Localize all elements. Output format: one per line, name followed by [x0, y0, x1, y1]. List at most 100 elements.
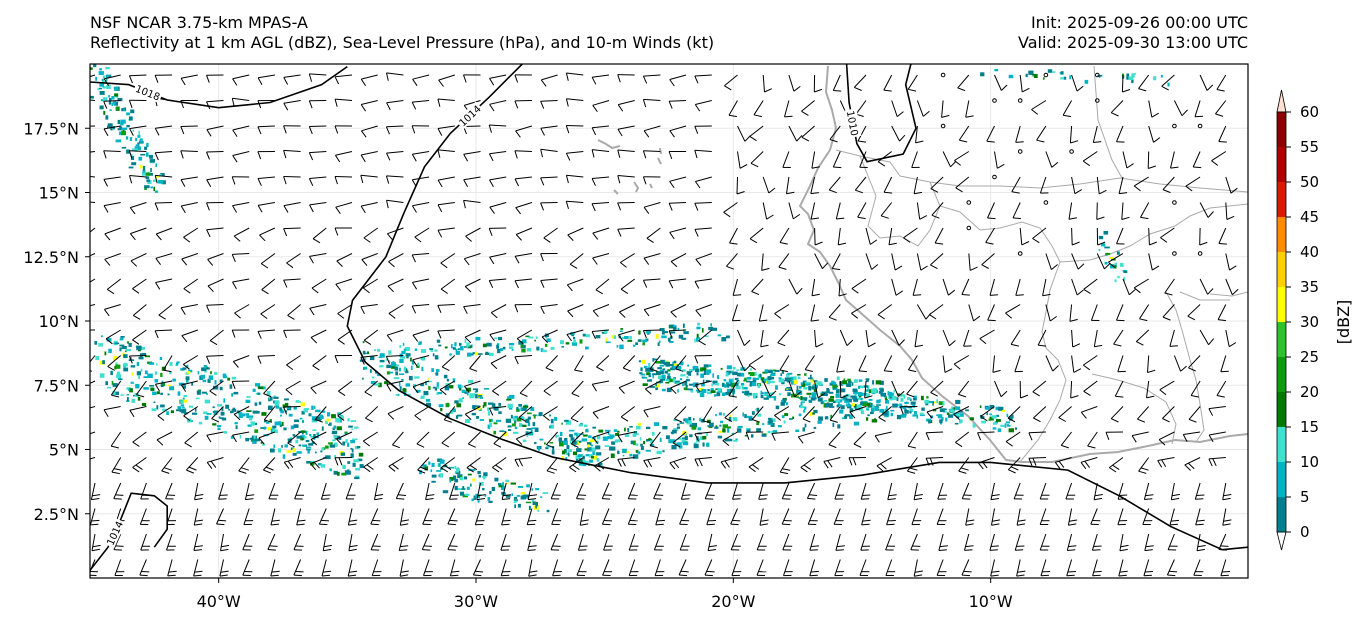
reflectivity-cell [517, 503, 521, 508]
reflectivity-cell [308, 443, 314, 446]
reflectivity-cell [723, 379, 727, 382]
reflectivity-cell [986, 411, 988, 416]
reflectivity-cell [781, 370, 784, 374]
reflectivity-cell [679, 378, 682, 381]
wind-barb-feather [334, 98, 338, 107]
model-name: NSF NCAR 3.75-km MPAS-A [90, 13, 308, 32]
reflectivity-cell [876, 399, 881, 404]
wind-barb-feather [113, 498, 122, 500]
reflectivity-cell [679, 422, 685, 424]
wind-barb-feather [180, 150, 184, 159]
wind-barb-shaft [347, 559, 353, 577]
reflectivity-cell [569, 440, 572, 445]
wind-barb-feather [1042, 293, 1051, 297]
reflectivity-cell [306, 461, 311, 464]
wind-barb-feather [1094, 497, 1103, 501]
reflectivity-cell [246, 413, 249, 418]
wind-barb-shaft [162, 355, 173, 371]
reflectivity-cell [493, 422, 498, 425]
wind-barb-shaft [209, 380, 224, 392]
wind-barb-feather [574, 369, 583, 373]
reflectivity-cell [428, 380, 432, 383]
wind-barb-feather [1148, 165, 1156, 169]
reflectivity-cell [910, 398, 912, 401]
wind-barb-feather [411, 305, 417, 314]
reflectivity-cell [282, 404, 286, 408]
wind-barb-shaft [859, 151, 867, 168]
reflectivity-cell [323, 456, 325, 459]
wind-barb-feather [669, 181, 675, 189]
wind-barb-feather [1145, 545, 1154, 548]
wind-barb-shaft [412, 329, 430, 336]
wind-barb-shaft [540, 100, 558, 102]
reflectivity-cell [584, 448, 587, 451]
reflectivity-cell [599, 462, 603, 466]
reflectivity-cell [502, 346, 506, 350]
wind-barb-feather [617, 149, 621, 158]
reflectivity-cell [748, 417, 753, 421]
reflectivity-cell [340, 452, 346, 456]
wind-barb-feather [463, 258, 470, 266]
wind-barb-feather [519, 392, 528, 397]
wind-barb-shaft [528, 559, 533, 577]
wind-barb-shaft [1199, 74, 1208, 91]
reflectivity-cell [320, 450, 323, 453]
wind-barb-shaft [1187, 304, 1201, 317]
wind-barb-shaft [1220, 355, 1227, 372]
reflectivity-cell [683, 387, 687, 391]
reflectivity-cell [951, 406, 954, 409]
wind-barb-shaft [731, 304, 738, 321]
wind-barb-feather [978, 462, 984, 470]
reflectivity-cell [571, 437, 575, 441]
wind-barb-feather [922, 110, 930, 117]
wind-barb-feather [155, 257, 162, 266]
wind-barb-feather [180, 384, 187, 392]
wind-barb-shaft [267, 533, 276, 550]
wind-barb-feather [1220, 574, 1229, 577]
reflectivity-cell [770, 373, 776, 376]
reflectivity-cell [726, 370, 732, 374]
wind-barb-shaft [514, 176, 532, 180]
reflectivity-cell [820, 393, 823, 396]
wind-barb-shaft [543, 380, 558, 392]
reflectivity-cell [670, 367, 673, 371]
wind-barb-feather [617, 74, 621, 83]
wind-barb-shaft [851, 304, 867, 314]
wind-barb-feather [257, 331, 262, 339]
wind-barb-feather [1094, 494, 1103, 497]
wind-barb-shaft [257, 355, 275, 357]
wind-barb-feather [232, 129, 238, 137]
reflectivity-cell [335, 417, 340, 423]
reflectivity-cell [693, 366, 699, 369]
reflectivity-cell [773, 372, 776, 375]
isobar-label-bg [132, 81, 164, 104]
reflectivity-cell [724, 392, 729, 395]
wind-barb-feather [440, 288, 448, 294]
wind-barb-feather [880, 463, 887, 470]
reflectivity-cell [126, 149, 131, 154]
calm-wind-marker [1095, 98, 1100, 103]
reflectivity-cell [667, 373, 671, 376]
wind-barb-feather [1112, 464, 1120, 471]
reflectivity-cell [119, 344, 125, 347]
wind-barb-feather [617, 435, 623, 443]
reflectivity-cell [336, 426, 342, 431]
wind-barb-feather [322, 494, 331, 496]
reflectivity-cell [206, 367, 210, 370]
wind-barb-feather [1011, 191, 1020, 194]
wind-barb-feather [1115, 395, 1124, 398]
reflectivity-cell [145, 152, 149, 157]
reflectivity-cell [310, 462, 315, 466]
wind-barb-feather [1108, 261, 1115, 268]
colorbar-bin [1277, 217, 1286, 252]
reflectivity-cell [516, 408, 520, 412]
wind-barb-feather [1188, 418, 1197, 423]
reflectivity-cell [665, 435, 670, 440]
wind-barb-shaft [425, 482, 430, 500]
reflectivity-cell [519, 423, 522, 427]
reflectivity-cell [634, 431, 637, 434]
reflectivity-cell [640, 443, 643, 447]
wind-barb-feather [669, 130, 675, 138]
reflectivity-cell [129, 137, 133, 141]
reflectivity-cell [602, 436, 608, 441]
